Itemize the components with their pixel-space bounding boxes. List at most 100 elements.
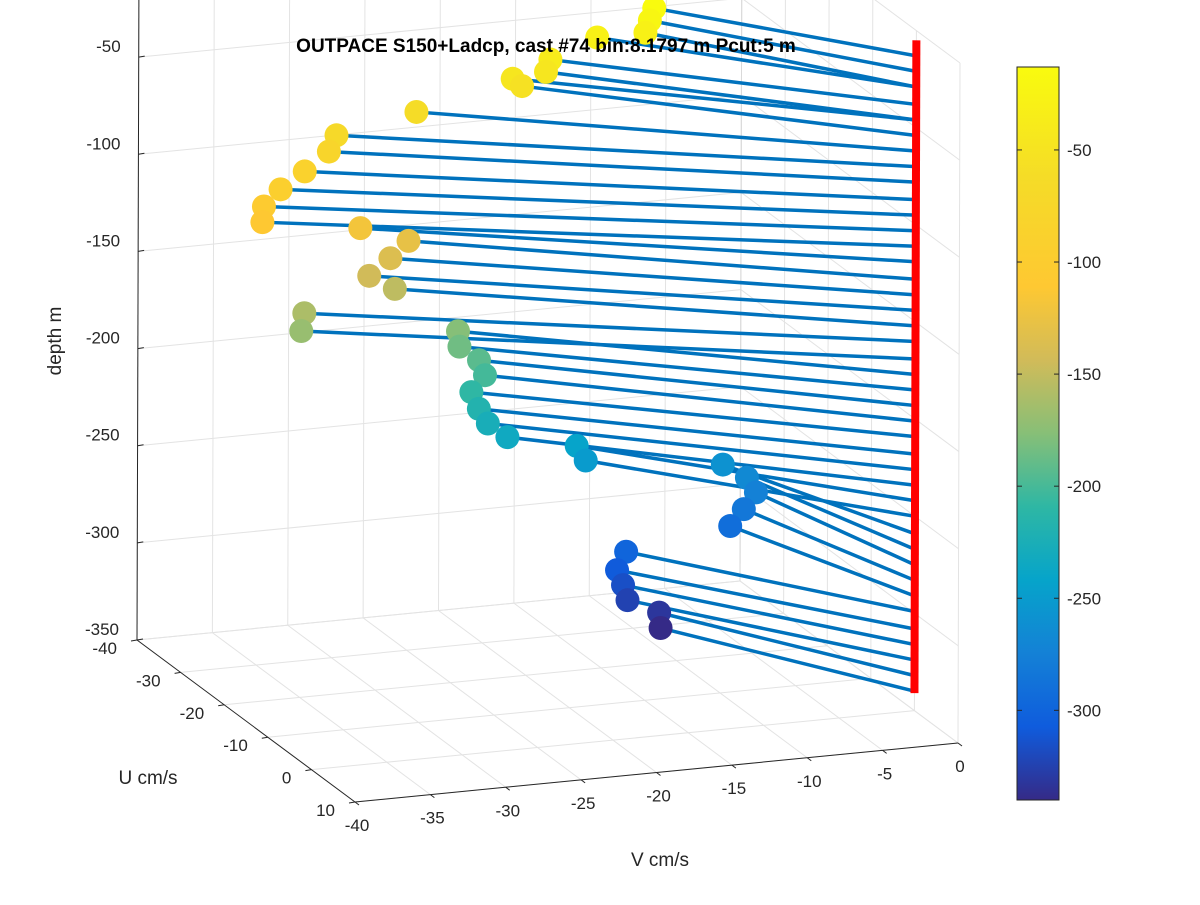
- velocity-stick: [328, 149, 917, 184]
- z-tick-label: -200: [86, 329, 120, 348]
- velocity-stick: [627, 598, 915, 662]
- colorbar-ticks: -50 -100 -150 -200 -250 -300: [1017, 141, 1101, 720]
- z-tick-mark: [138, 55, 145, 58]
- y-tick-mark: [261, 736, 268, 739]
- x-tick-label: -25: [571, 794, 596, 813]
- colorbar-tick-label: -250: [1067, 589, 1101, 608]
- velocity-stick: [478, 407, 916, 456]
- grid-line: [136, 580, 741, 641]
- velocity-stick: [746, 476, 916, 551]
- data-point: [495, 425, 520, 450]
- velocity-stick: [280, 187, 916, 217]
- velocity-stick: [478, 358, 916, 408]
- velocity-stick: [743, 507, 916, 583]
- x-tick-label: -40: [345, 816, 370, 835]
- data-point: [292, 159, 317, 184]
- velocity-stick: [550, 57, 917, 107]
- data-point: [472, 363, 497, 388]
- grid-line: [137, 386, 741, 447]
- data-point: [743, 480, 768, 505]
- grid-line: [287, 624, 507, 788]
- velocity-stick: [336, 133, 917, 169]
- data-point: [382, 276, 407, 301]
- data-point: [534, 59, 559, 84]
- x-axis-label: V cm/s: [631, 850, 689, 871]
- grid-line: [137, 483, 741, 544]
- velocity-stick: [390, 256, 916, 297]
- data-point: [710, 452, 735, 477]
- grid-line: [739, 483, 959, 647]
- velocity-stick: [625, 550, 916, 614]
- velocity-stick: [729, 524, 916, 598]
- velocity-stick: [616, 568, 915, 631]
- velocity-stick: [622, 583, 915, 647]
- velocity-stick: [645, 31, 917, 89]
- y-axis-line: [136, 639, 356, 803]
- grid-line: [138, 0, 728, 58]
- velocity-stick: [512, 77, 917, 122]
- data-point: [718, 514, 743, 539]
- velocity-stick: [416, 110, 917, 153]
- velocity-stick: [596, 35, 917, 89]
- x-tick-mark: [731, 764, 737, 769]
- velocity-stick: [369, 274, 916, 313]
- colorbar-tick-label: -300: [1067, 701, 1101, 720]
- z-tick-label: -100: [86, 134, 120, 153]
- grid-line: [957, 62, 961, 744]
- velocity-stick: [394, 287, 916, 328]
- velocity-stick: [755, 490, 916, 567]
- z-tick-label: -350: [85, 620, 119, 639]
- origin-line: [910, 40, 921, 694]
- data-point: [615, 588, 640, 613]
- z-tick-label: -50: [96, 37, 121, 56]
- data-point: [633, 20, 658, 45]
- stick-layer: [262, 6, 917, 693]
- grid-line: [588, 0, 592, 596]
- point-layer: [250, 0, 768, 641]
- x-tick-mark: [354, 801, 360, 806]
- velocity-stick: [304, 311, 916, 344]
- z-tick-label: -250: [86, 426, 120, 445]
- z-tick-mark: [136, 638, 144, 641]
- velocity-stick: [658, 610, 915, 678]
- grid-line: [180, 612, 784, 673]
- colorbar-tick-label: -200: [1067, 477, 1101, 496]
- data-point: [316, 139, 341, 164]
- data-point: [731, 497, 756, 522]
- velocity-stick: [304, 169, 916, 202]
- data-point: [585, 25, 610, 50]
- velocity-stick: [545, 70, 917, 122]
- data-point: [614, 539, 639, 564]
- colorbar: -50 -100 -150 -200 -250 -300: [1016, 66, 1101, 801]
- velocity-stick: [487, 421, 916, 472]
- grid-line: [212, 632, 431, 796]
- grid-line: [740, 289, 960, 452]
- velocity-stick: [660, 626, 915, 693]
- grid-line: [362, 0, 366, 618]
- grid-line: [783, 0, 786, 614]
- y-tick-mark: [348, 801, 356, 804]
- velocity-stick: [459, 344, 916, 392]
- colorbar-tick-label: -150: [1067, 365, 1101, 384]
- y-tick-label: 0: [282, 769, 291, 788]
- x-tick-mark: [882, 749, 887, 754]
- tick-layer: -40-35-30-25-20-15-10-50-40-30-20-100100…: [85, 37, 965, 835]
- y-tick-mark: [305, 769, 312, 772]
- grid-line: [664, 587, 883, 751]
- y-tick-label: 10: [316, 801, 335, 820]
- x-tick-label: -5: [877, 764, 892, 783]
- velocity-stick: [521, 84, 917, 138]
- data-point: [447, 334, 472, 359]
- grid-line: [513, 0, 517, 604]
- velocity-stick: [408, 239, 916, 282]
- colorbar-bar: [1016, 66, 1060, 801]
- x-tick-mark: [957, 742, 963, 747]
- x-tick-label: -10: [797, 772, 822, 791]
- z-tick-label: -300: [85, 523, 119, 542]
- velocity-stick: [649, 18, 917, 74]
- data-point: [378, 246, 403, 271]
- x-tick-mark: [806, 757, 812, 762]
- grid-line: [362, 617, 582, 781]
